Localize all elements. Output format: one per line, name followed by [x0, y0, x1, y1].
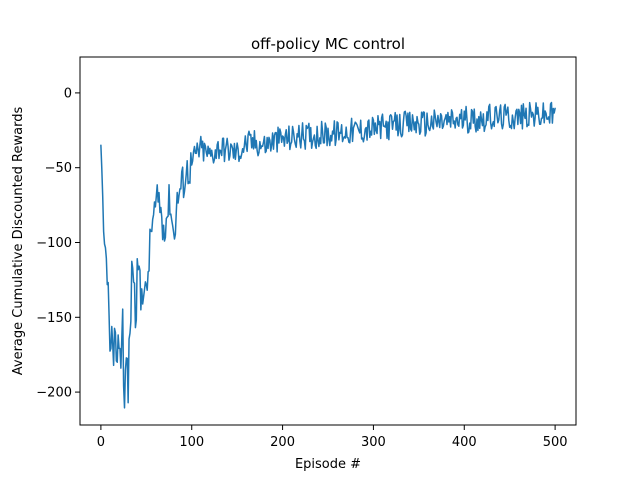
plot-area-frame — [79, 56, 577, 426]
y-axis-ticks: −200 −150 −100 −50 0 — [36, 86, 80, 401]
series-layer — [100, 101, 556, 409]
y-tick-label: −50 — [45, 161, 72, 176]
y-tick-label: −150 — [36, 311, 72, 326]
y-tick-label: 0 — [64, 86, 72, 101]
y-tick-label: −100 — [36, 236, 72, 251]
x-tick-label: 0 — [97, 435, 105, 450]
x-tick-label: 300 — [361, 435, 386, 450]
y-axis-label: Average Cumulative Discounted Rewards — [11, 107, 26, 376]
x-axis-label: Episode # — [295, 457, 361, 472]
y-tick-label: −200 — [36, 386, 72, 401]
x-tick-label: 500 — [543, 435, 568, 450]
x-tick-label: 200 — [270, 435, 295, 450]
x-axis-ticks: 0 100 200 300 400 500 — [97, 425, 568, 450]
x-tick-label: 100 — [179, 435, 204, 450]
series-line-0 — [100, 101, 556, 409]
chart-title: off-policy MC control — [251, 35, 405, 53]
x-tick-label: 400 — [452, 435, 477, 450]
